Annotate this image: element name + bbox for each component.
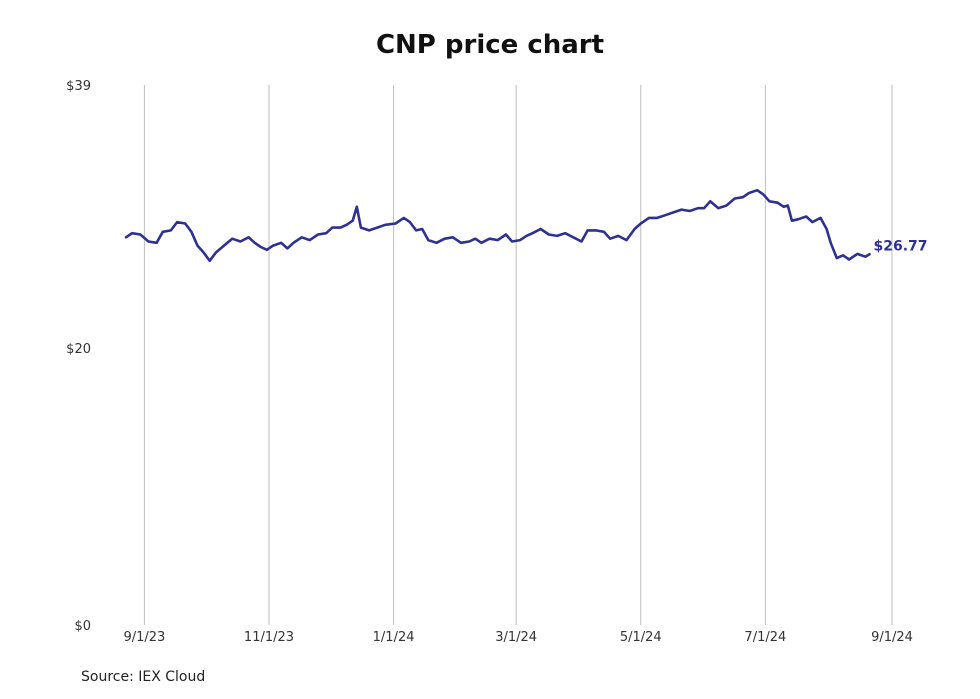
last-value-label: $26.77: [874, 238, 928, 254]
x-tick-label: 9/1/24: [871, 630, 913, 645]
grid-lines: [143, 85, 893, 625]
y-axis-ticks: $0 $20 $39: [66, 79, 91, 634]
x-tick-label: 7/1/24: [744, 630, 786, 645]
x-tick-label: 5/1/24: [620, 630, 662, 645]
source-note: Source: IEX Cloud: [81, 669, 206, 685]
x-tick-label: 3/1/24: [495, 630, 537, 645]
y-tick-label: $0: [74, 619, 91, 634]
last-value-layer: $26.77: [874, 238, 928, 254]
y-tick-label: $39: [66, 79, 91, 94]
series-layer: [124, 188, 871, 263]
x-axis-ticks: 9/1/23 11/1/23 1/1/24 3/1/24 5/1/24 7/1/24 9/1…: [123, 630, 912, 645]
x-tick-label: 1/1/24: [373, 630, 415, 645]
x-tick-label: 9/1/23: [123, 630, 165, 645]
price-series-line: [124, 188, 871, 263]
chart-title: CNP price chart: [375, 30, 605, 60]
x-tick-label: 11/1/23: [244, 630, 294, 645]
y-tick-label: $20: [66, 342, 91, 357]
